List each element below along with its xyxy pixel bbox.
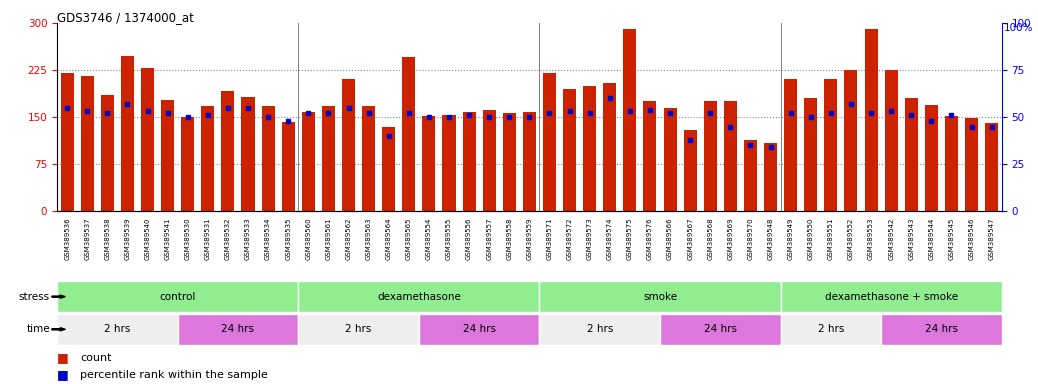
Bar (201, 106, 215, 211)
Bar (704, 101, 717, 211)
Bar (884, 70, 898, 211)
Text: ■: ■ (57, 369, 69, 381)
Bar (502, 113, 516, 211)
Bar (925, 104, 938, 211)
Bar (419, 314, 540, 345)
Bar (298, 314, 419, 345)
Bar (540, 281, 781, 312)
Bar (483, 109, 496, 211)
Bar (781, 281, 1002, 312)
Text: control: control (160, 291, 196, 302)
Text: ■: ■ (57, 351, 69, 364)
Bar (57, 314, 177, 345)
Text: stress: stress (19, 291, 50, 302)
Text: 24 hrs: 24 hrs (925, 324, 958, 334)
Bar (81, 76, 93, 211)
Bar (663, 108, 677, 211)
Bar (60, 73, 74, 211)
Text: 24 hrs: 24 hrs (704, 324, 737, 334)
Text: count: count (80, 353, 111, 363)
Bar (965, 118, 978, 211)
Bar (684, 130, 696, 211)
Bar (342, 79, 355, 211)
Bar (543, 73, 556, 211)
Bar (302, 112, 315, 211)
Text: 2 hrs: 2 hrs (818, 324, 844, 334)
Text: 100%: 100% (1004, 23, 1033, 33)
Bar (182, 117, 194, 211)
Bar (242, 97, 254, 211)
Bar (945, 116, 958, 211)
Bar (57, 281, 298, 312)
Text: 24 hrs: 24 hrs (221, 324, 254, 334)
Text: 2 hrs: 2 hrs (586, 324, 612, 334)
Text: dexamethasone + smoke: dexamethasone + smoke (824, 291, 958, 302)
Bar (764, 144, 777, 211)
Bar (120, 56, 134, 211)
Bar (644, 101, 656, 211)
Bar (563, 89, 576, 211)
Bar (362, 106, 375, 211)
Text: GDS3746 / 1374000_at: GDS3746 / 1374000_at (57, 12, 194, 25)
Bar (723, 101, 737, 211)
Bar (844, 70, 857, 211)
Bar (744, 140, 757, 211)
Bar (322, 106, 335, 211)
Bar (422, 116, 435, 211)
Bar (141, 68, 154, 211)
Bar (161, 99, 174, 211)
Bar (824, 79, 838, 211)
Bar (442, 115, 456, 211)
Bar (523, 112, 536, 211)
Bar (905, 98, 918, 211)
Text: percentile rank within the sample: percentile rank within the sample (80, 370, 268, 380)
Text: 24 hrs: 24 hrs (463, 324, 495, 334)
Bar (784, 79, 797, 211)
Bar (177, 314, 298, 345)
Text: dexamethasone: dexamethasone (377, 291, 461, 302)
Bar (382, 126, 395, 211)
Bar (101, 95, 114, 211)
Bar (865, 29, 877, 211)
Bar (985, 123, 999, 211)
Bar (583, 86, 596, 211)
Bar (298, 281, 540, 312)
Text: 2 hrs: 2 hrs (346, 324, 372, 334)
Text: 2 hrs: 2 hrs (104, 324, 131, 334)
Bar (540, 314, 660, 345)
Bar (262, 106, 275, 211)
Bar (403, 57, 415, 211)
Bar (881, 314, 1002, 345)
Bar (603, 83, 617, 211)
Bar (781, 314, 881, 345)
Text: time: time (26, 324, 50, 334)
Bar (660, 314, 781, 345)
Bar (463, 112, 475, 211)
Bar (221, 91, 235, 211)
Text: smoke: smoke (643, 291, 677, 302)
Bar (624, 29, 636, 211)
Bar (281, 122, 295, 211)
Bar (804, 98, 817, 211)
